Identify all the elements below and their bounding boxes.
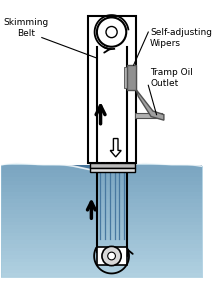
Bar [0, 202, 202, 207]
Bar [0, 269, 202, 273]
Bar [0, 206, 202, 210]
Bar [0, 165, 202, 170]
Bar [0, 184, 202, 188]
Bar [0, 221, 202, 225]
Polygon shape [134, 113, 162, 118]
Bar [0, 254, 202, 259]
Bar [0, 224, 202, 229]
Bar [0, 236, 202, 240]
Bar [0, 273, 202, 277]
Bar [0, 243, 202, 247]
Bar [0, 250, 202, 255]
Bar [90, 168, 134, 173]
Bar [0, 173, 202, 177]
Bar [0, 217, 202, 222]
Bar [0, 228, 202, 233]
Bar [0, 239, 202, 244]
Circle shape [106, 27, 117, 38]
Bar [0, 262, 202, 266]
Bar [0, 195, 202, 199]
Bar [88, 16, 136, 163]
Text: Tramp Oil
Outlet: Tramp Oil Outlet [150, 68, 193, 88]
Bar [125, 67, 132, 88]
Bar [0, 232, 202, 236]
Polygon shape [110, 138, 121, 157]
Bar [0, 176, 202, 181]
Text: Skimming
Belt: Skimming Belt [4, 18, 49, 38]
Bar [0, 180, 202, 185]
Bar [0, 199, 202, 203]
Circle shape [97, 17, 126, 47]
Circle shape [102, 247, 121, 266]
Bar [97, 247, 127, 265]
Bar [90, 163, 134, 168]
Bar [0, 213, 202, 218]
Bar [0, 247, 202, 251]
Bar [0, 169, 202, 173]
Text: Self-adjusting
Wipers: Self-adjusting Wipers [150, 27, 212, 48]
Bar [127, 65, 136, 90]
Bar [0, 191, 202, 196]
Bar [0, 187, 202, 192]
Bar [0, 210, 202, 214]
Polygon shape [136, 90, 164, 120]
Bar [0, 258, 202, 262]
Bar [0, 265, 202, 270]
Circle shape [108, 252, 116, 260]
